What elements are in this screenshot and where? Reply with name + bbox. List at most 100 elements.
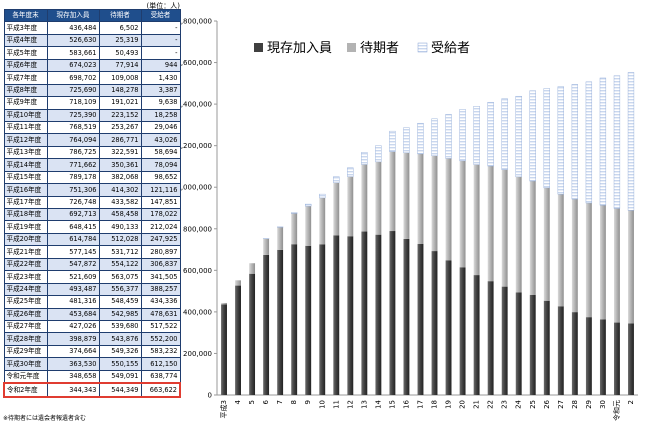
- cell-receiving: 663,622: [140, 382, 181, 398]
- cell-current-members: 725,390: [46, 108, 100, 122]
- bar-receiving: [417, 122, 424, 155]
- bar-waiting: [375, 161, 382, 235]
- x-tick-label: 17: [416, 400, 424, 409]
- cell-current-members: 453,684: [46, 307, 100, 321]
- cell-current-members: 547,872: [46, 257, 100, 272]
- cell-year: 平成7年度: [3, 71, 48, 85]
- cell-waiting: 6,502: [98, 21, 142, 35]
- bar-receiving: [459, 109, 466, 162]
- y-tick-label: 1,400,000: [180, 101, 212, 109]
- bar-current-members: [263, 254, 270, 395]
- x-tick-label: 11: [332, 400, 340, 409]
- bar-current-members: [445, 260, 452, 395]
- bar-current-members: [557, 306, 564, 395]
- x-tick-label: 6: [262, 399, 270, 404]
- cell-current-members: 427,026: [46, 319, 100, 334]
- cell-current-members: 374,664: [46, 344, 100, 359]
- bar-waiting: [557, 194, 564, 307]
- x-tick-label: 4: [234, 399, 242, 404]
- bar-current-members: [319, 244, 326, 395]
- cell-receiving: 43,026: [140, 133, 181, 147]
- cell-year: 平成27年度: [3, 319, 48, 334]
- y-tick-label: 400,000: [183, 308, 212, 316]
- cell-receiving: 58,694: [140, 145, 181, 160]
- bar-receiving: [375, 145, 382, 163]
- bar-receiving: [403, 127, 410, 154]
- cell-waiting: 382,068: [98, 170, 142, 185]
- cell-waiting: 531,712: [98, 245, 142, 259]
- table-row: 平成18年度 692,713 458,458 178,022: [3, 207, 181, 222]
- bar-receiving: [557, 86, 564, 195]
- x-tick-label: 12: [346, 400, 354, 409]
- bar-waiting: [249, 263, 256, 274]
- bar-waiting: [347, 176, 354, 237]
- table-header-row: 各年度末 現存加入員 待期者 受給者: [3, 8, 181, 23]
- header-year: 各年度末: [3, 8, 48, 23]
- bar-current-members: [529, 294, 536, 395]
- header-receiving: 受給者: [140, 8, 181, 23]
- bar-current-members: [585, 317, 592, 395]
- table-row: 平成28年度 398,879 543,876 552,200: [3, 332, 181, 346]
- table-row: 平成4年度 526,630 25,319-: [3, 33, 181, 48]
- cell-receiving: 944: [140, 58, 181, 73]
- bar-receiving: [389, 130, 396, 152]
- cell-current-members: 786,725: [46, 145, 100, 160]
- cell-receiving: 1,430: [140, 71, 181, 85]
- cell-waiting: 549,091: [98, 369, 142, 384]
- cell-receiving: 247,925: [140, 232, 181, 247]
- cell-current-members: 698,702: [46, 71, 100, 85]
- cell-year: 平成16年度: [3, 183, 48, 197]
- cell-receiving: 306,837: [140, 257, 181, 272]
- cell-waiting: 414,302: [98, 183, 142, 197]
- x-tick-label: 21: [473, 400, 481, 409]
- cell-receiving: 9,638: [140, 96, 181, 110]
- cell-year: 平成17年度: [3, 195, 48, 210]
- cell-current-members: 674,023: [46, 58, 100, 73]
- cell-current-members: 521,609: [46, 270, 100, 284]
- table-row: 平成8年度 725,690 148,278 3,387: [3, 83, 181, 98]
- legend-label: 受給者: [431, 41, 470, 56]
- y-tick-label: 1,200,000: [180, 142, 212, 150]
- bar-waiting: [333, 182, 340, 236]
- cell-waiting: 563,075: [98, 270, 142, 284]
- y-tick-label: 1,600,000: [180, 59, 212, 67]
- cell-year: 平成23年度: [3, 270, 48, 284]
- cell-year: 平成13年度: [3, 145, 48, 160]
- legend-label: 現存加入員: [267, 41, 332, 56]
- x-tick-label: 25: [529, 400, 537, 409]
- cell-waiting: 512,028: [98, 232, 142, 247]
- x-tick-label: 8: [290, 400, 298, 404]
- bar-receiving: [529, 90, 536, 182]
- cell-current-members: 436,484: [46, 21, 100, 35]
- bar-waiting: [473, 164, 480, 276]
- x-tick-label: 24: [515, 399, 523, 408]
- cell-current-members: 789,178: [46, 170, 100, 185]
- bar-waiting: [291, 213, 298, 245]
- cell-year: 平成14年度: [3, 158, 48, 172]
- unit-note: (単位：人): [146, 2, 180, 10]
- bar-waiting: [628, 210, 634, 324]
- cell-waiting: 490,133: [98, 220, 142, 234]
- cell-receiving: 388,257: [140, 282, 181, 297]
- cell-current-members: 764,094: [46, 133, 100, 147]
- bar-current-members: [614, 322, 620, 395]
- cell-waiting: 322,591: [98, 145, 142, 160]
- cell-receiving: -: [140, 33, 181, 48]
- y-tick-label: 800,000: [183, 225, 212, 233]
- cell-receiving: 212,024: [140, 220, 181, 234]
- table-row: 平成24年度 493,487 556,377 388,257: [3, 282, 181, 297]
- bar-receiving: [291, 212, 298, 214]
- bar-waiting: [599, 205, 606, 320]
- cell-current-members: 768,519: [46, 120, 100, 135]
- cell-waiting: 542,985: [98, 307, 142, 321]
- header-waiting: 待期者: [98, 8, 142, 23]
- cell-receiving: 552,200: [140, 332, 181, 346]
- cell-waiting: 253,267: [98, 120, 142, 135]
- cell-waiting: 191,021: [98, 96, 142, 110]
- table-row: 平成17年度 726,748 433,582 147,851: [3, 195, 181, 210]
- cell-waiting: 458,458: [98, 207, 142, 222]
- stacked-bar-chart: 0 200,000 400,000 600,000 800,000 1,000,000 1,…: [180, 18, 638, 421]
- cell-receiving: 147,851: [140, 195, 181, 210]
- table-row: 令和元年度 348,658 549,091 638,774: [3, 369, 181, 384]
- cell-year: 平成12年度: [3, 133, 48, 147]
